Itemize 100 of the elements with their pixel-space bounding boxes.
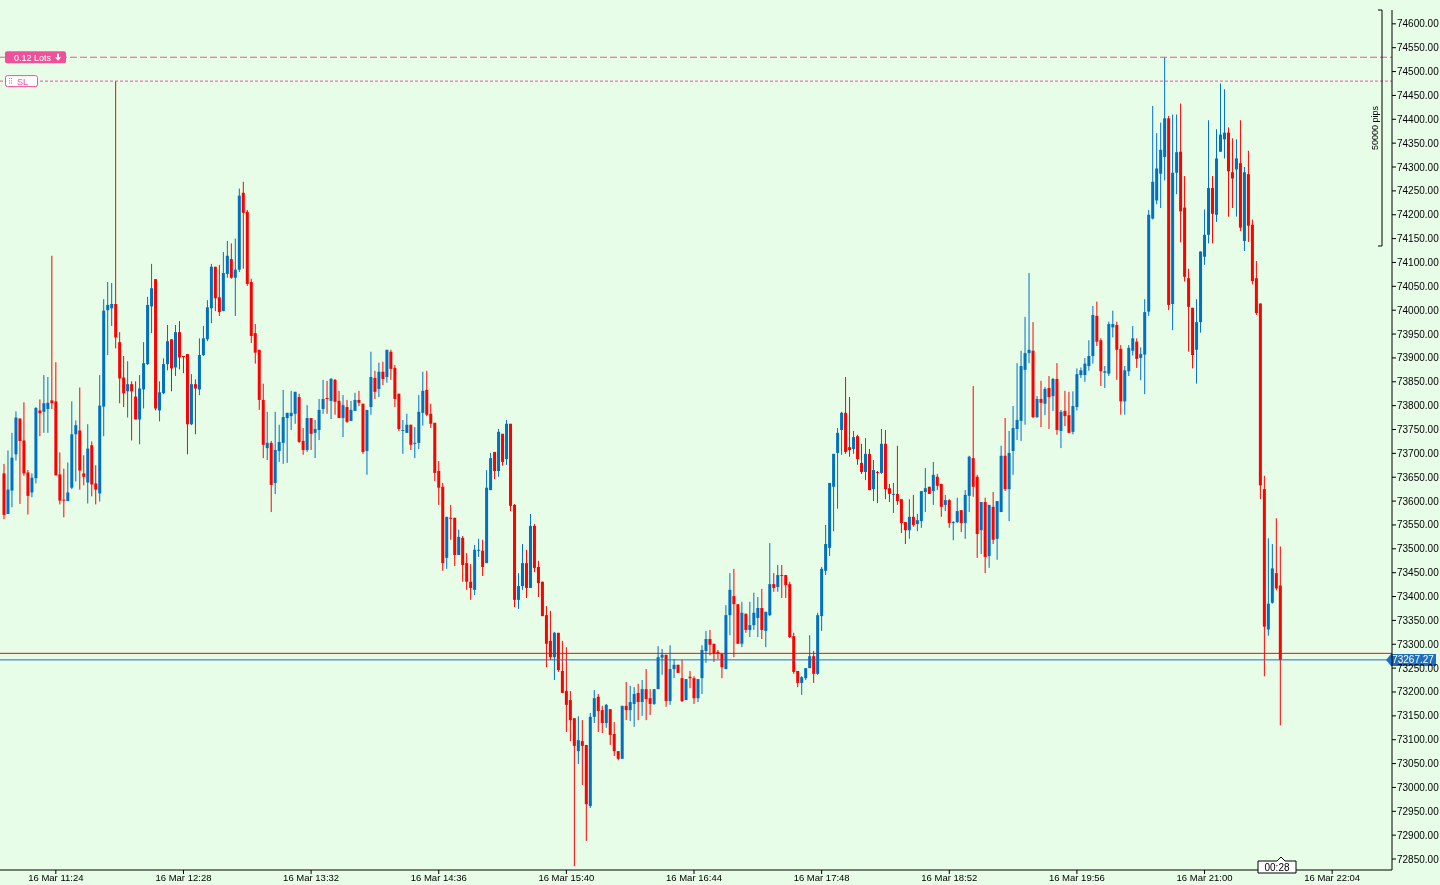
candlestick [947, 498, 951, 529]
candlestick [776, 564, 780, 593]
candlestick [193, 378, 197, 435]
candlestick [82, 454, 86, 486]
x-tick-label: 16 Mar 11:24 [28, 872, 84, 883]
candlestick [373, 370, 377, 400]
y-tick-label: 73550.00 [1397, 519, 1440, 531]
y-tick-label: 74300.00 [1397, 161, 1440, 173]
candlestick [891, 482, 895, 514]
x-tick-label: 16 Mar 18:52 [921, 872, 978, 883]
candlestick [325, 380, 329, 415]
candlestick [1222, 88, 1226, 159]
candlestick [875, 470, 879, 504]
y-tick-label: 73450.00 [1397, 567, 1440, 579]
y-tick-label: 73300.00 [1397, 638, 1440, 650]
candlestick [285, 412, 289, 464]
candlestick [345, 399, 349, 424]
x-tick-label: 16 Mar 19:56 [1048, 872, 1105, 883]
candlestick [217, 264, 221, 317]
x-tick-label: 16 Mar 16:44 [666, 872, 722, 883]
annotation: 00:28 [1264, 862, 1290, 873]
candlestick [289, 390, 293, 431]
y-tick-label: 74100.00 [1397, 256, 1440, 268]
candlestick [951, 520, 955, 541]
candlestick [233, 238, 237, 317]
candlestick [1159, 122, 1163, 209]
ref-line-label: 0.12 Lots [14, 52, 52, 63]
candlestick [413, 426, 417, 459]
candlestick [848, 396, 852, 458]
y-tick-label: 74050.00 [1397, 280, 1440, 292]
candlestick [405, 413, 409, 434]
candlestick [46, 376, 50, 434]
y-tick-label: 73950.00 [1397, 328, 1440, 340]
candlestick [636, 683, 640, 721]
candlestick [836, 427, 840, 510]
candlestick [1039, 380, 1043, 428]
candlestick [106, 281, 110, 356]
y-tick-label: 73500.00 [1397, 543, 1440, 555]
y-tick-label: 74150.00 [1397, 233, 1440, 245]
candlestick [469, 563, 473, 601]
y-tick-label: 74000.00 [1397, 304, 1440, 316]
candlestick [1083, 357, 1087, 383]
x-tick-label: 16 Mar 13:32 [283, 872, 340, 883]
candlestick [752, 592, 756, 631]
candlestick [1218, 83, 1222, 153]
candlestick [457, 529, 461, 556]
y-tick-label: 74350.00 [1397, 137, 1440, 149]
candlestick [18, 418, 22, 505]
candlestick [680, 659, 684, 703]
candlestick [134, 380, 138, 420]
y-tick-label: 73000.00 [1397, 781, 1440, 793]
x-tick-label: 16 Mar 15:40 [538, 872, 595, 883]
candlestick [856, 434, 860, 466]
candlestick [293, 391, 297, 425]
candlestick [62, 468, 66, 518]
candlestick [860, 443, 864, 475]
candlestick [409, 424, 413, 451]
y-tick-label: 74500.00 [1397, 66, 1440, 78]
y-tick-label: 72850.00 [1397, 853, 1440, 865]
candlestick [931, 461, 935, 506]
y-tick-label: 73700.00 [1397, 447, 1440, 459]
candlestick [1234, 138, 1238, 218]
candlestick [748, 601, 752, 638]
candlestick [1067, 391, 1071, 434]
candlestick [596, 693, 600, 733]
candlestick [604, 703, 608, 729]
x-tick-label: 16 Mar 14:36 [410, 872, 467, 883]
candlestick [341, 394, 345, 438]
y-tick-label: 73750.00 [1397, 424, 1440, 435]
y-tick-label: 72900.00 [1397, 829, 1440, 841]
y-tick-label: 73600.00 [1397, 495, 1440, 507]
candlestick [265, 411, 269, 461]
x-tick-label: 16 Mar 21:00 [1176, 872, 1233, 883]
candlestick [696, 678, 700, 703]
y-tick-label: 73350.00 [1397, 614, 1440, 626]
candlestick [911, 494, 915, 528]
candlestick [166, 324, 170, 371]
y-tick-label: 73850.00 [1397, 376, 1440, 388]
y-tick-label: 73800.00 [1397, 400, 1440, 412]
candlestick [381, 361, 385, 386]
candlestick [632, 686, 636, 728]
candlestick [772, 572, 776, 593]
y-tick-label: 74450.00 [1397, 89, 1440, 101]
candlestick [692, 675, 696, 705]
candlestick [309, 417, 313, 451]
candlestick [1230, 137, 1234, 209]
candlestick [42, 374, 46, 434]
candlestick [1175, 114, 1179, 195]
candlestick [38, 398, 42, 437]
y-tick-label: 74200.00 [1397, 209, 1440, 221]
candlestick [493, 451, 497, 480]
y-tick-label: 73400.00 [1397, 591, 1440, 603]
candlestick [329, 377, 333, 420]
candlestick [377, 362, 381, 398]
x-tick-label: 16 Mar 17:48 [793, 872, 850, 883]
candlestick [568, 690, 572, 742]
candlestick [229, 242, 233, 280]
candlestick [481, 539, 485, 577]
x-tick-label: 16 Mar 22:04 [1304, 872, 1361, 883]
candlestick [628, 685, 632, 722]
